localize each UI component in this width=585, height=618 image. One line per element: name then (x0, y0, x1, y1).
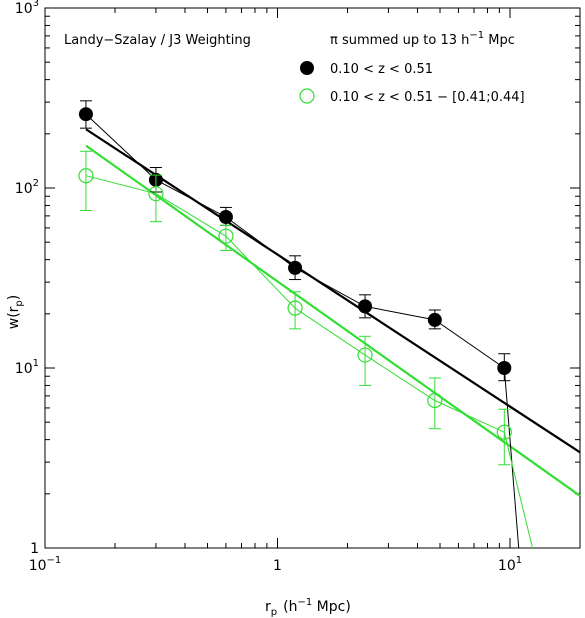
x-tick-label: 10−1 (29, 555, 62, 574)
legend-marker-open (299, 88, 315, 104)
fit-line-series-1 (85, 128, 581, 454)
legend-label-1: 0.10 < z < 0.51 (330, 62, 433, 77)
legend-title: π summed up to 13 h−1 Mpc (330, 30, 515, 48)
data-point-filled (358, 299, 373, 314)
data-point-filled (427, 312, 442, 327)
tick-marks (44, 7, 581, 549)
y-tick-label: 103 (15, 0, 39, 17)
annotation-text: Landy−Szalay / J3 Weighting (64, 33, 251, 48)
data-point-filled (78, 107, 93, 122)
y-axis-label: w(rp) (6, 295, 25, 330)
connect-line-series-2 (85, 175, 533, 549)
data-point-open (148, 186, 164, 202)
y-tick-label: 1 (30, 541, 39, 557)
data-point-open (218, 228, 234, 244)
x-tick-label: 1 (273, 558, 282, 574)
x-axis-label: rp (h−1 Mpc) (265, 597, 351, 618)
data-point-open (496, 424, 512, 440)
plot-frame (44, 7, 581, 549)
legend-marker-filled (300, 61, 314, 75)
legend-label-2: 0.10 < z < 0.51 − [0.41;0.44] (330, 90, 525, 105)
data-point-filled (497, 361, 512, 375)
data-point-open (78, 168, 94, 184)
fit-lines (85, 128, 581, 497)
data-point-open (427, 392, 443, 409)
y-tick-label: 101 (15, 358, 39, 377)
x-tick-label: 101 (498, 555, 522, 574)
data-point-open (287, 300, 303, 316)
data-point-open (357, 347, 373, 363)
data-point-filled (288, 260, 303, 275)
data-point-filled (218, 210, 233, 225)
connect-line-series-1 (85, 113, 520, 549)
data-series (78, 100, 533, 549)
fit-line-series-2 (85, 144, 581, 497)
y-tick-label: 102 (15, 178, 39, 197)
